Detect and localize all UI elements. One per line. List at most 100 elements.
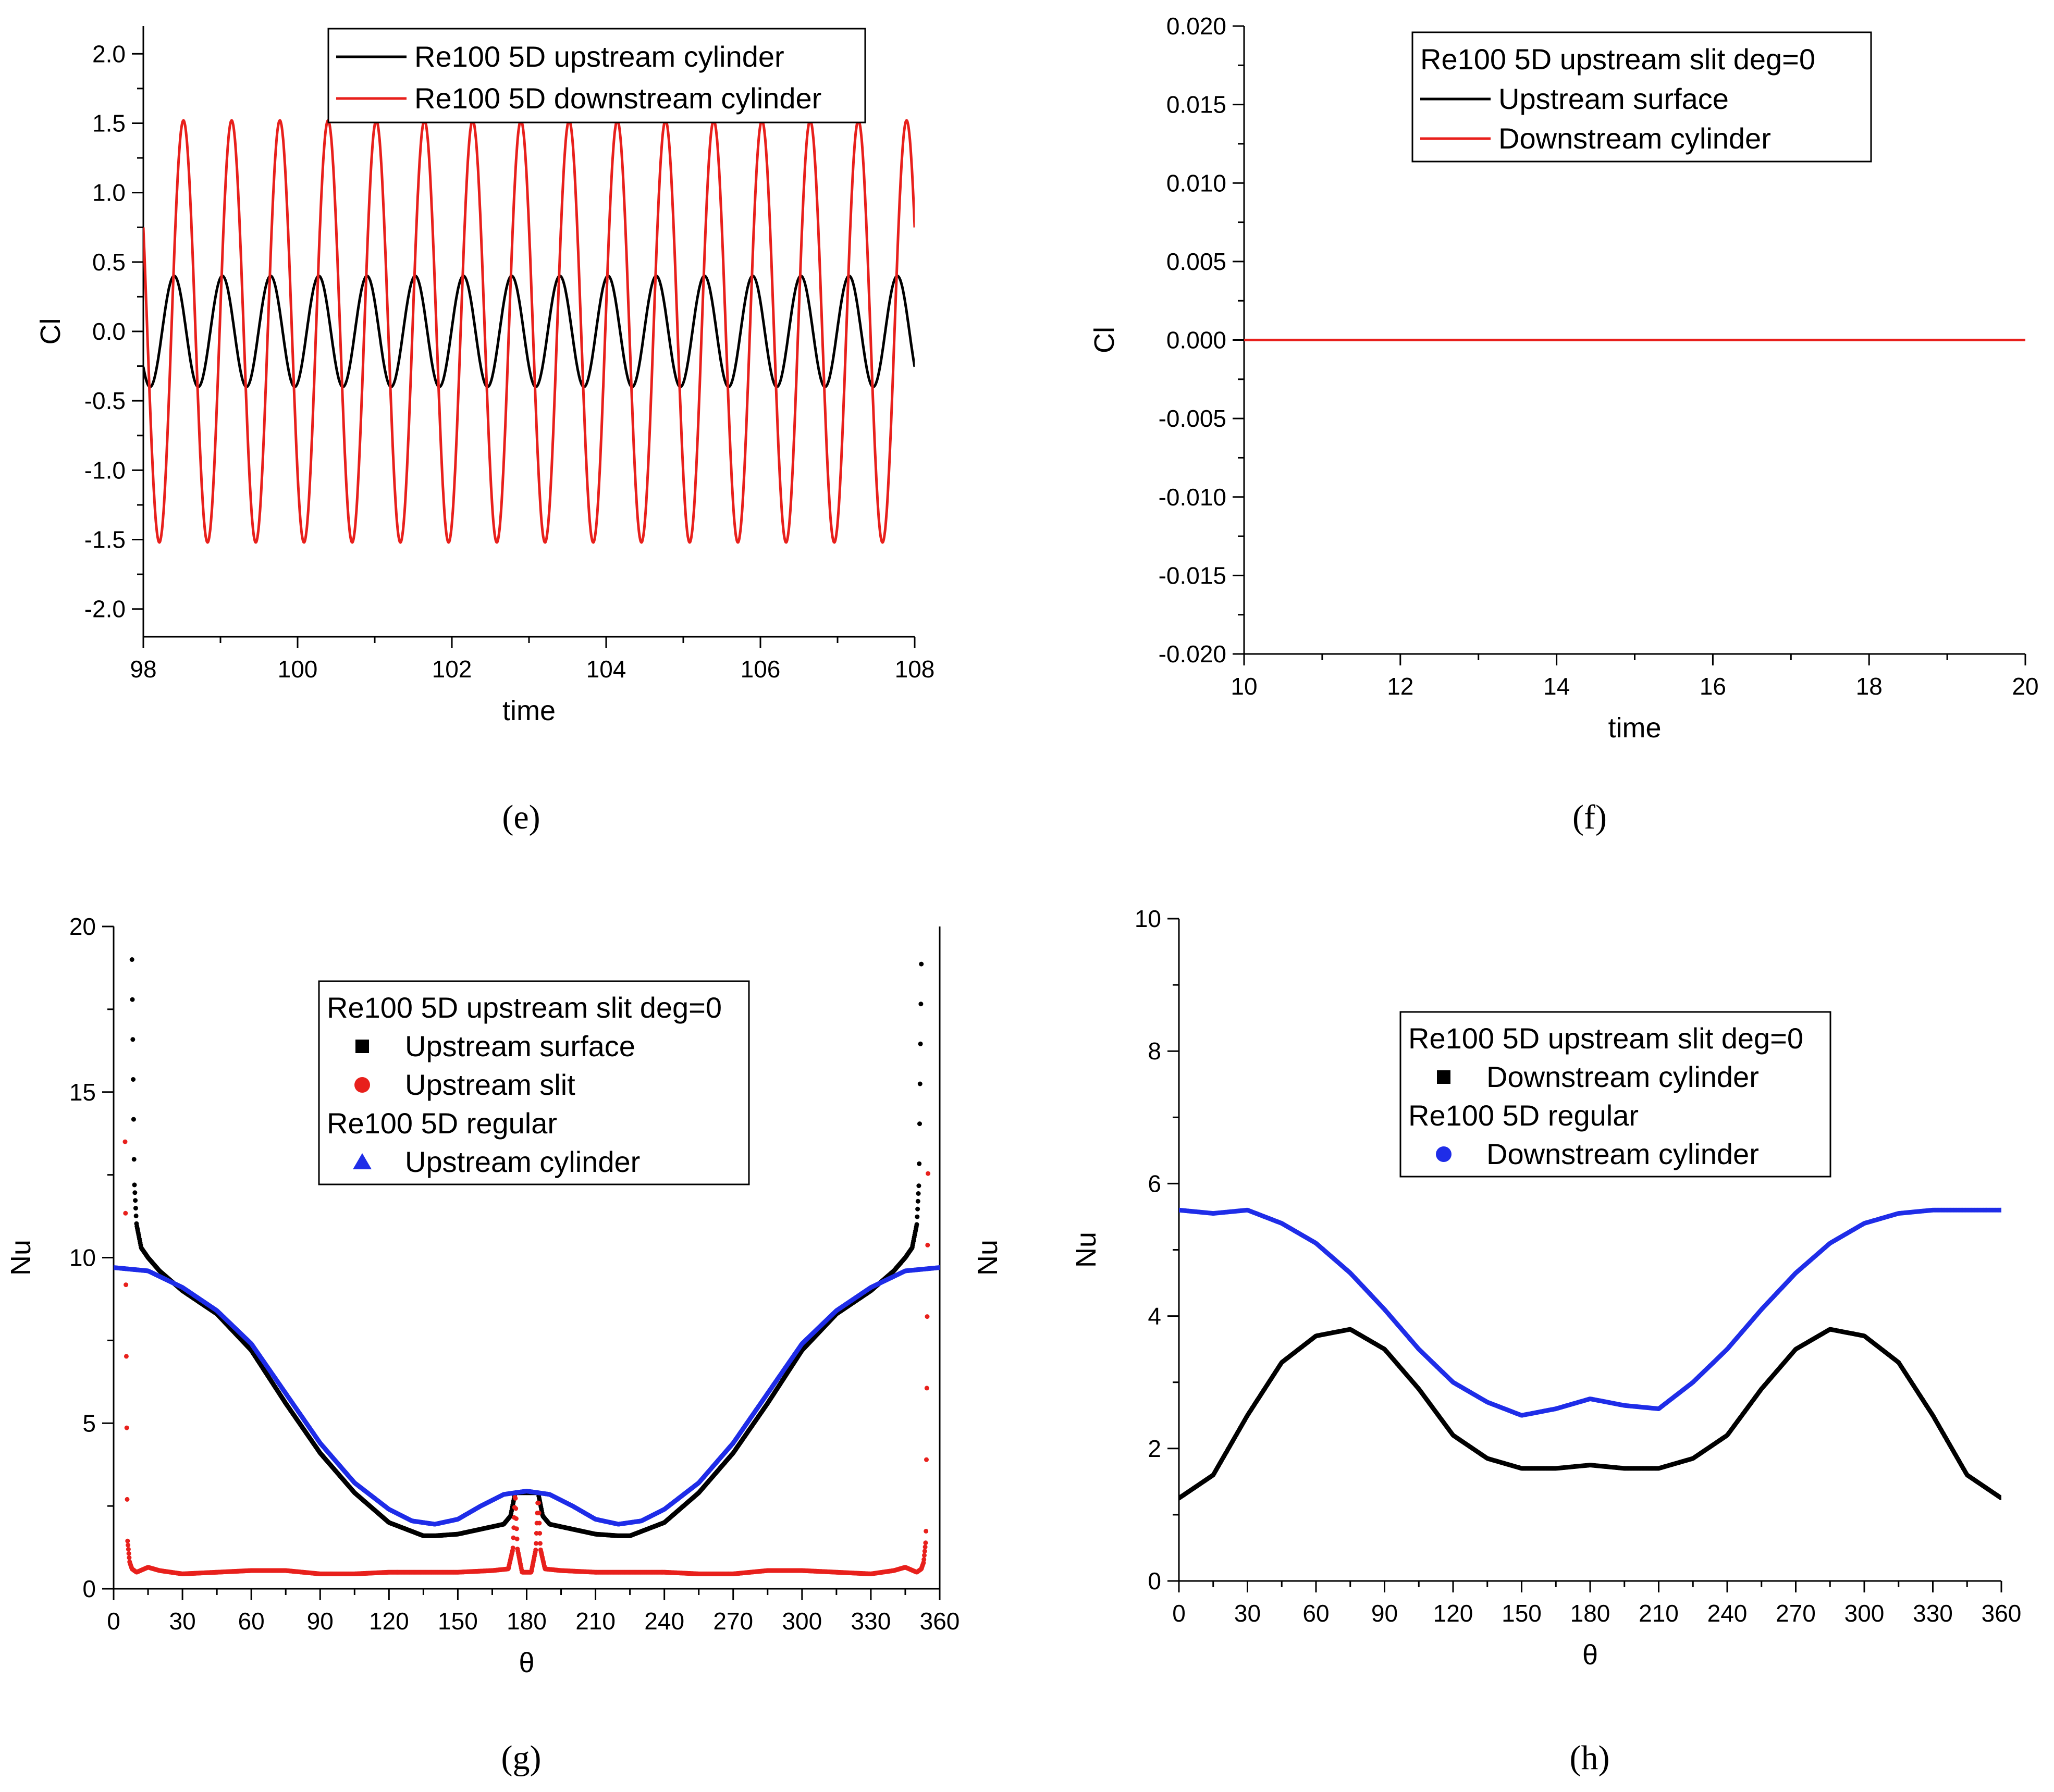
chart-panel-g: 0 30 60 90 120 150 180 210 240 270 300 330 360051015… <box>5 913 1003 1678</box>
series-g-1-point <box>536 1500 541 1505</box>
series-g-1-point <box>122 1139 128 1144</box>
series-g-1-point <box>538 1541 543 1546</box>
series-e-1-line <box>143 119 915 544</box>
y-tick-label: 2.0 <box>92 40 126 67</box>
series-g-1-point <box>123 1210 128 1216</box>
series-g-1-point <box>924 1386 929 1391</box>
series-g-1-point <box>925 1314 930 1319</box>
series-g-2 <box>114 1265 940 1527</box>
series-g-1-point <box>925 1242 930 1247</box>
series-g-1-point <box>534 1541 539 1546</box>
series-g-0-point <box>915 1198 920 1204</box>
axes-g: 0 30 60 90 120 150 180 210 240 270 300 330 360051015… <box>5 913 1003 1678</box>
series-g-1-point <box>924 1457 929 1462</box>
series-g-0-point <box>129 957 134 962</box>
legend-entry-label: Downstream cylinder <box>1498 122 1771 155</box>
x-tick-label: 16 <box>1700 673 1726 700</box>
series-g-1-point <box>513 1496 518 1501</box>
series-g-1-point <box>924 1528 929 1534</box>
x-tick-label: 150 <box>438 1608 478 1635</box>
series-g-0-point <box>918 1002 924 1007</box>
legend-entry-label: Re100 5D upstream slit deg=0 <box>1420 43 1815 76</box>
y-tick-label: -2.0 <box>84 596 126 623</box>
legend-entry-label: Re100 5D upstream cylinder <box>414 40 784 73</box>
y-tick-label: -0.015 <box>1159 562 1226 589</box>
y-tick-label: 0.010 <box>1166 169 1226 196</box>
x-tick-label: 14 <box>1543 673 1570 700</box>
y-tick-label: 20 <box>69 913 96 940</box>
plot-area-e <box>143 119 915 544</box>
y-tick-label: -0.5 <box>84 387 126 414</box>
plot-area-g <box>114 957 940 1576</box>
y-tick-label: -0.005 <box>1159 405 1226 432</box>
y-tick-label: -0.020 <box>1159 640 1226 668</box>
series-g-1-point <box>125 1497 130 1502</box>
x-tick-label: 330 <box>851 1608 891 1635</box>
series-g-0-point <box>130 997 135 1002</box>
legend-entry-label: Re100 5D downstream cylinder <box>414 82 821 115</box>
x-axis-label: time <box>502 695 556 726</box>
y-tick-label: 1.5 <box>92 109 126 137</box>
x-tick-label: 60 <box>238 1608 265 1635</box>
x-tick-label: 102 <box>432 656 472 683</box>
x-tick-label: 30 <box>169 1608 195 1635</box>
x-tick-label: 12 <box>1387 673 1413 700</box>
series-g-1-point <box>125 1538 130 1543</box>
series-g-1-point <box>514 1516 519 1521</box>
series-g-0-point <box>132 1190 138 1195</box>
series-g-1-point <box>514 1536 520 1541</box>
x-tick-label: 120 <box>369 1608 409 1635</box>
series-g-0-point <box>915 1206 920 1212</box>
y-tick-label: 1.0 <box>92 179 126 206</box>
y-axis-label: Cl <box>35 318 66 345</box>
axes-e: 98 100 102 104 106 108-2.0-1.5-1.0-0.50.00.51… <box>35 26 934 726</box>
series-g-1-point <box>124 1354 129 1359</box>
y-tick-label: 0 <box>82 1575 96 1602</box>
series-g-1-point <box>922 1549 927 1554</box>
x-tick-label: 100 <box>278 656 318 683</box>
y-tick-label: 5 <box>82 1410 96 1437</box>
series-g-1 <box>122 1139 931 1576</box>
x-tick-label: 210 <box>575 1608 616 1635</box>
legend-box <box>1411 31 1872 163</box>
x-tick-label: 180 <box>507 1608 547 1635</box>
series-g-0-point <box>133 1213 139 1218</box>
y-tick-label: 0.020 <box>1166 13 1226 40</box>
series-g-1-point <box>537 1531 543 1536</box>
series-g-1-point <box>124 1425 129 1430</box>
series-g-1-point <box>510 1546 515 1551</box>
series-g-1-point <box>533 1548 538 1552</box>
series-g-1-point <box>511 1535 516 1540</box>
series-g-0-point <box>917 1161 922 1166</box>
series-g-0-point <box>916 1191 921 1196</box>
series-g-1-point <box>534 1531 539 1536</box>
y-tick-label: 15 <box>69 1079 96 1106</box>
series-g-1-point <box>514 1526 519 1531</box>
series-g-0-point <box>919 961 924 967</box>
series-g-0-point <box>918 1041 923 1046</box>
legend-box <box>327 28 866 123</box>
legend-entry-label: Upstream surface <box>1498 82 1729 115</box>
series-g-0-point <box>131 1157 137 1162</box>
series-g-0-point <box>914 1222 919 1227</box>
x-tick-label: 10 <box>1231 673 1257 700</box>
series-g-1-point <box>921 1557 927 1562</box>
x-tick-label: 20 <box>2012 673 2038 700</box>
series-g-0-point <box>132 1182 137 1188</box>
series-g-0-point <box>917 1081 923 1086</box>
x-tick-label: 0 <box>107 1608 120 1635</box>
series-g-1-point <box>127 1555 132 1560</box>
series-g-1-point <box>926 1171 931 1176</box>
chart-panel-f: 10 12 14 16 18 20-0.020-0.015-0.010-0.0050.00… <box>1089 13 2039 744</box>
series-g-0-point <box>915 1214 920 1219</box>
y-tick-label: 0.005 <box>1166 248 1226 275</box>
series-g-1-point <box>923 1540 928 1546</box>
y-axis-label: Cl <box>1089 327 1120 353</box>
series-g-0-point <box>916 1183 921 1189</box>
series-g-1-point <box>126 1542 131 1548</box>
x-tick-label: 300 <box>782 1608 822 1635</box>
series-g-1-point <box>124 1282 129 1288</box>
y-tick-label: -0.010 <box>1159 484 1226 511</box>
legend-f: Re100 5D upstream slit deg=0 Upstream sur… <box>1411 31 1872 163</box>
